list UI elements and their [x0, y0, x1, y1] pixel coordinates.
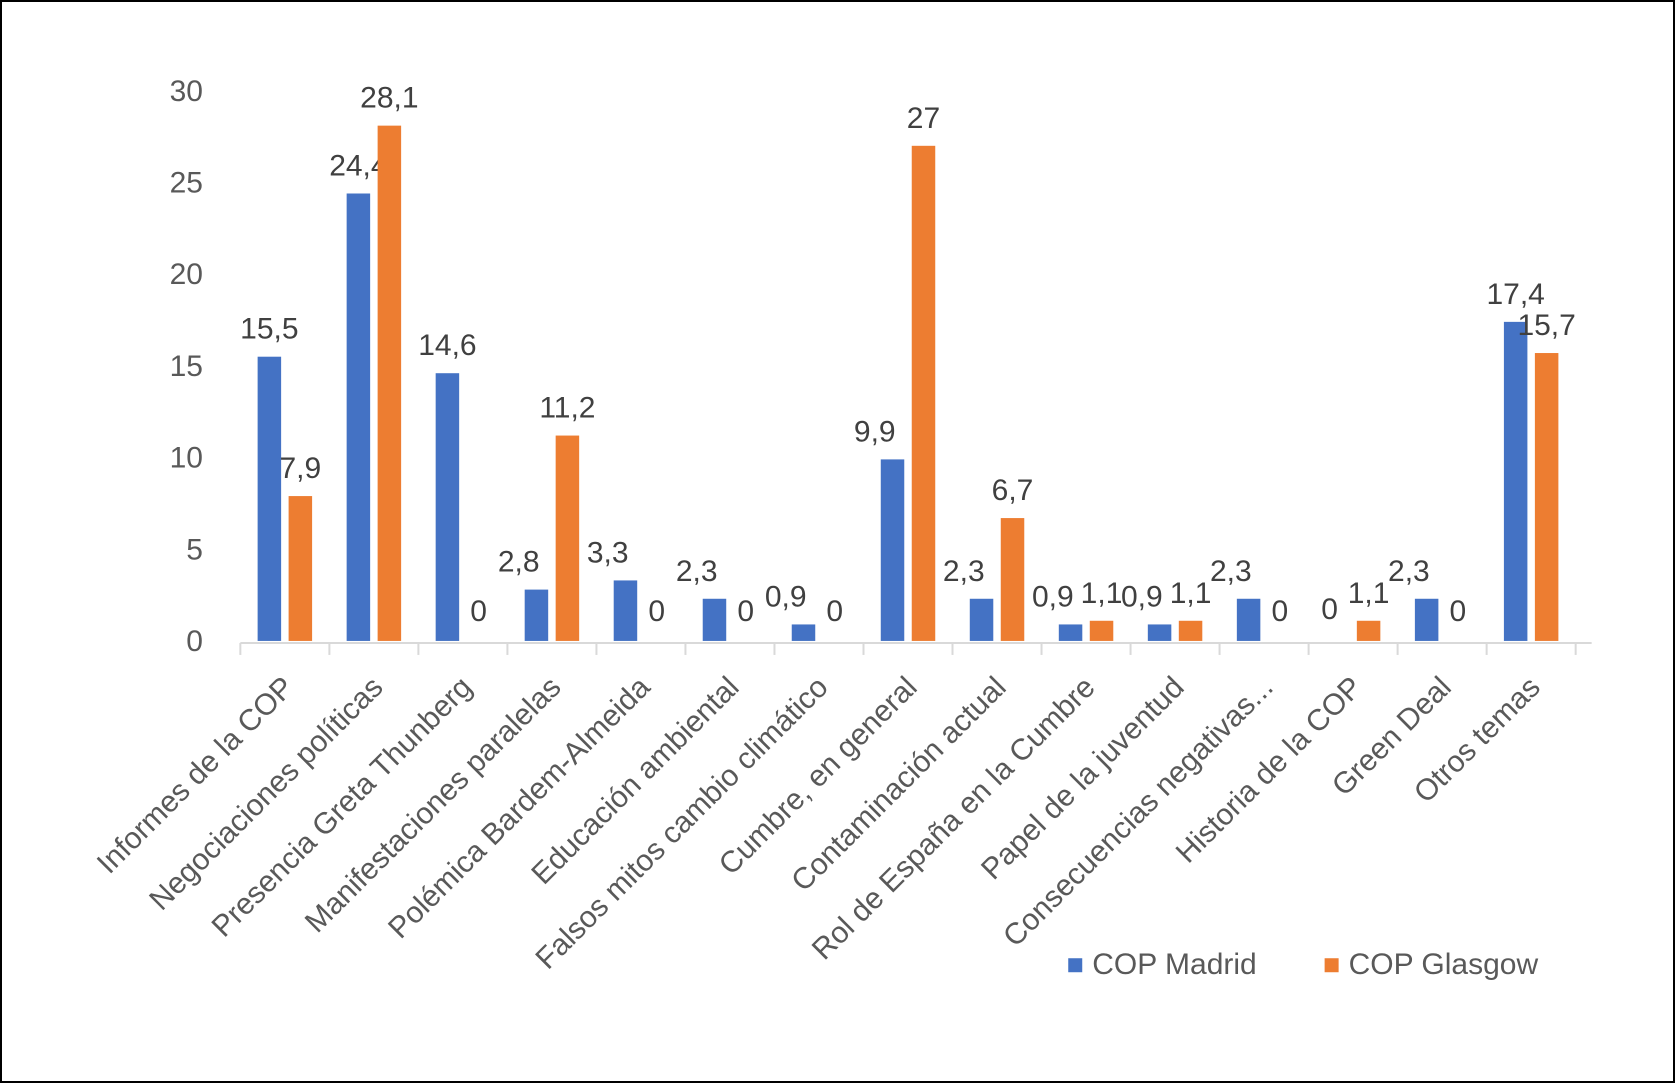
data-label-cop-glasgow: 0: [1271, 595, 1288, 628]
data-label-cop-madrid: 2,3: [676, 555, 718, 588]
bar-cop-glasgow: [911, 145, 936, 641]
data-label-cop-madrid: 2,8: [498, 546, 540, 579]
bar-cop-glasgow: [377, 125, 402, 641]
y-tick-label: 5: [186, 533, 203, 566]
data-label-cop-madrid: 2,3: [1388, 555, 1430, 588]
bar-cop-glasgow: [555, 435, 580, 641]
bar-cop-madrid: [969, 598, 994, 641]
bar-cop-glasgow: [1178, 620, 1203, 641]
data-label-cop-madrid: 9,9: [854, 415, 896, 448]
data-label-cop-madrid: 0,9: [765, 580, 807, 613]
legend-label-cop-glasgow: COP Glasgow: [1349, 948, 1539, 981]
data-label-cop-glasgow: 1,1: [1081, 577, 1123, 610]
data-label-cop-glasgow: 0: [648, 595, 665, 628]
bar-cop-madrid: [1058, 624, 1083, 641]
y-tick-label: 20: [170, 258, 203, 291]
bar-cop-madrid: [791, 624, 816, 641]
bar-cop-glasgow: [1356, 620, 1381, 641]
bar-cop-madrid: [1236, 598, 1261, 641]
bar-cop-madrid: [880, 459, 905, 641]
data-label-cop-glasgow: 11,2: [539, 392, 595, 425]
legend-label-cop-madrid: COP Madrid: [1092, 948, 1257, 981]
data-label-cop-madrid: 0,9: [1121, 580, 1163, 613]
legend-swatch-cop-madrid: [1068, 958, 1083, 973]
data-label-cop-glasgow: 1,1: [1170, 577, 1212, 610]
bar-cop-madrid: [435, 373, 460, 641]
bar-cop-madrid: [257, 356, 282, 641]
data-label-cop-glasgow: 0: [1450, 595, 1467, 628]
y-tick-label: 30: [170, 75, 203, 108]
data-label-cop-madrid: 2,3: [943, 555, 985, 588]
data-label-cop-madrid: 3,3: [587, 536, 629, 569]
bar-cop-glasgow: [1000, 518, 1025, 641]
data-label-cop-glasgow: 0: [470, 595, 487, 628]
data-label-cop-madrid: 14,6: [418, 329, 476, 362]
data-label-cop-madrid: 0,9: [1032, 580, 1074, 613]
legend-swatch-cop-glasgow: [1324, 958, 1339, 973]
y-tick-label: 10: [170, 442, 203, 475]
bar-cop-glasgow: [1089, 620, 1114, 641]
data-label-cop-madrid: 17,4: [1486, 278, 1544, 311]
data-label-cop-glasgow: 0: [737, 595, 754, 628]
data-label-cop-glasgow: 7,9: [279, 452, 321, 485]
bar-cop-glasgow: [1534, 353, 1559, 641]
y-tick-label: 0: [186, 625, 203, 658]
data-label-cop-madrid: 2,3: [1210, 555, 1252, 588]
data-label-cop-glasgow: 0: [826, 595, 843, 628]
data-label-cop-glasgow: 6,7: [992, 474, 1034, 507]
bar-cop-madrid: [613, 580, 638, 641]
bar-cop-madrid: [524, 589, 549, 641]
data-label-cop-glasgow: 15,7: [1517, 309, 1575, 342]
bar-cop-madrid: [1147, 624, 1172, 641]
bar-cop-glasgow: [288, 496, 313, 641]
y-tick-label: 25: [170, 166, 203, 199]
data-label-cop-glasgow: 1,1: [1348, 577, 1390, 610]
data-label-cop-madrid: 0: [1321, 593, 1338, 626]
data-label-cop-glasgow: 27: [907, 102, 940, 135]
y-tick-label: 15: [170, 350, 203, 383]
data-label-cop-glasgow: 28,1: [360, 82, 418, 115]
data-label-cop-madrid: 15,5: [240, 313, 298, 346]
bar-cop-madrid: [1503, 321, 1528, 641]
bar-cop-madrid: [346, 193, 371, 641]
bar-cop-madrid: [702, 598, 727, 641]
bar-cop-madrid: [1414, 598, 1439, 641]
